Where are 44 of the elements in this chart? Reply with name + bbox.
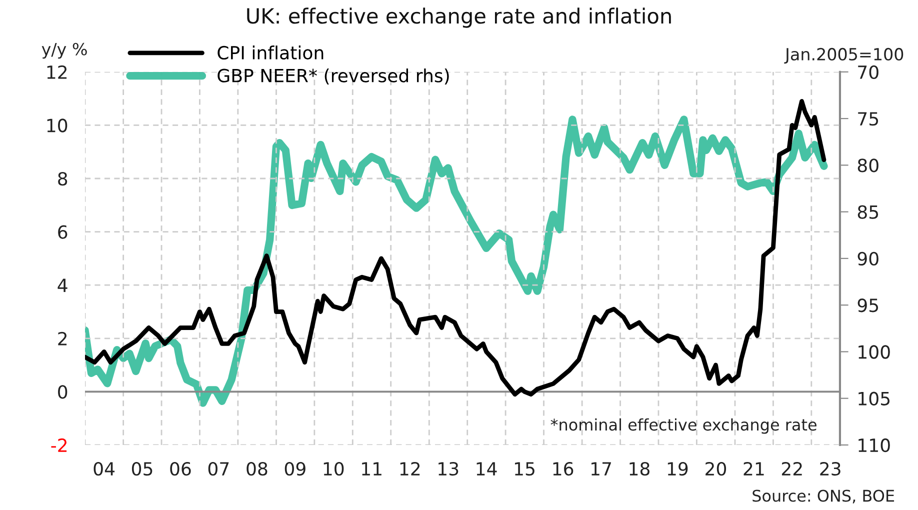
x-tick-label: 18 bbox=[630, 462, 650, 476]
x-tick-label: 12 bbox=[400, 462, 420, 476]
x-tick-label: 07 bbox=[208, 462, 229, 476]
y2-tick-label: 80 bbox=[858, 158, 878, 172]
x-tick-label: 10 bbox=[324, 462, 344, 476]
x-tick-label: 11 bbox=[362, 462, 382, 476]
x-tick-label: 14 bbox=[476, 462, 497, 476]
source-note: Source: ONS, BOE bbox=[752, 490, 894, 504]
y2-tick-label: 100 bbox=[858, 345, 890, 359]
x-tick-label: 17 bbox=[592, 462, 611, 476]
y-tick-label: -2 bbox=[51, 438, 67, 452]
x-tick-label: 19 bbox=[668, 462, 688, 476]
legend-label: GBP NEER* (reversed rhs) bbox=[218, 68, 449, 85]
x-tick-label: 23 bbox=[820, 462, 840, 476]
x-tick-label: 13 bbox=[438, 462, 458, 476]
x-tick-label: 04 bbox=[94, 462, 115, 476]
y-tick-label: 12 bbox=[47, 65, 67, 79]
x-tick-label: 06 bbox=[170, 462, 191, 476]
y2-tick-label: 95 bbox=[858, 298, 878, 312]
x-tick-label: 20 bbox=[706, 462, 726, 476]
y-tick-label: 2 bbox=[58, 332, 67, 346]
x-tick-label: 16 bbox=[553, 462, 574, 476]
y2-tick-label: 85 bbox=[858, 205, 878, 219]
annotation: *nominal effective exchange rate bbox=[550, 418, 816, 434]
y2-axis-title: Jan.2005=100 bbox=[784, 48, 904, 64]
y2-tick-label: 105 bbox=[858, 392, 890, 406]
legend-label: CPI inflation bbox=[218, 46, 324, 60]
x-tick-label: 05 bbox=[132, 462, 152, 476]
y2-tick-label: 90 bbox=[858, 252, 878, 266]
y2-tick-label: 110 bbox=[858, 438, 890, 452]
y-tick-label: 4 bbox=[58, 278, 68, 292]
y-tick-label: 6 bbox=[58, 225, 68, 239]
x-tick-label: 09 bbox=[284, 462, 306, 476]
y-axis-title: y/y % bbox=[42, 42, 87, 59]
y2-tick-label: 75 bbox=[858, 112, 878, 126]
y-tick-label: 0 bbox=[58, 385, 68, 399]
x-tick-label: 15 bbox=[515, 462, 534, 476]
x-tick-label: 08 bbox=[246, 462, 268, 476]
y-tick-label: 10 bbox=[47, 118, 68, 132]
x-tick-label: 21 bbox=[744, 462, 764, 476]
x-tick-label: 22 bbox=[782, 462, 802, 476]
chart-title: UK: effective exchange rate and inflation bbox=[247, 8, 671, 28]
y2-tick-label: 70 bbox=[858, 65, 878, 80]
y-tick-label: 8 bbox=[58, 172, 68, 186]
